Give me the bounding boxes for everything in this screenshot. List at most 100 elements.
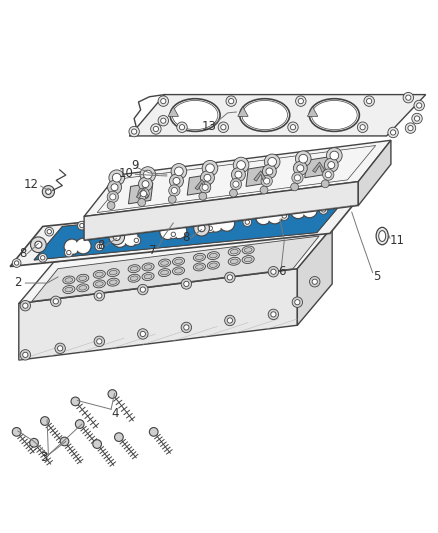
Circle shape [296, 96, 306, 107]
Circle shape [233, 157, 249, 173]
Circle shape [138, 177, 152, 191]
Ellipse shape [77, 274, 89, 282]
Ellipse shape [173, 257, 184, 265]
Circle shape [321, 180, 329, 188]
Circle shape [268, 266, 279, 277]
Polygon shape [10, 193, 363, 266]
Text: 8: 8 [97, 239, 105, 252]
Circle shape [268, 309, 279, 320]
Circle shape [243, 218, 252, 227]
Polygon shape [195, 180, 207, 190]
Ellipse shape [193, 263, 205, 271]
Circle shape [262, 165, 276, 179]
Text: 2: 2 [14, 276, 22, 289]
Circle shape [218, 122, 229, 133]
Circle shape [391, 130, 396, 135]
Circle shape [328, 161, 335, 168]
Circle shape [228, 199, 232, 204]
Circle shape [406, 95, 411, 100]
Circle shape [360, 125, 365, 130]
Circle shape [221, 125, 226, 130]
Circle shape [50, 296, 61, 306]
Circle shape [364, 96, 374, 107]
Circle shape [233, 181, 239, 187]
Circle shape [227, 275, 233, 280]
Circle shape [325, 172, 331, 177]
Circle shape [225, 272, 235, 282]
Polygon shape [136, 188, 148, 199]
Circle shape [168, 196, 176, 203]
Ellipse shape [161, 261, 169, 265]
Circle shape [201, 171, 214, 185]
Circle shape [237, 160, 245, 169]
Circle shape [158, 96, 169, 107]
Circle shape [302, 202, 318, 218]
Circle shape [294, 175, 300, 181]
Circle shape [321, 208, 325, 212]
Circle shape [230, 179, 242, 190]
Circle shape [144, 170, 152, 179]
Circle shape [328, 192, 336, 200]
Polygon shape [254, 171, 266, 181]
Ellipse shape [230, 259, 238, 263]
Ellipse shape [175, 259, 182, 263]
Circle shape [161, 225, 174, 238]
Circle shape [169, 185, 180, 196]
Circle shape [93, 440, 102, 448]
Circle shape [78, 221, 86, 230]
Circle shape [298, 99, 304, 104]
Circle shape [35, 241, 42, 248]
Ellipse shape [242, 255, 254, 263]
Circle shape [198, 225, 205, 232]
Ellipse shape [95, 272, 103, 277]
Circle shape [132, 236, 141, 245]
Polygon shape [168, 107, 179, 116]
Circle shape [347, 199, 352, 204]
Circle shape [41, 417, 49, 425]
Text: 12: 12 [24, 178, 39, 191]
Circle shape [220, 217, 233, 230]
Circle shape [299, 155, 307, 163]
Circle shape [170, 174, 184, 188]
Circle shape [219, 215, 235, 231]
Polygon shape [128, 183, 153, 204]
Circle shape [302, 197, 306, 201]
Polygon shape [358, 140, 391, 206]
Polygon shape [307, 107, 318, 116]
Circle shape [412, 114, 422, 124]
Ellipse shape [230, 249, 238, 254]
Circle shape [171, 164, 187, 179]
Circle shape [231, 168, 245, 182]
Ellipse shape [195, 265, 203, 269]
Circle shape [140, 167, 155, 182]
Circle shape [261, 175, 272, 187]
Ellipse shape [79, 276, 87, 280]
Circle shape [268, 209, 281, 223]
Circle shape [295, 151, 311, 166]
Circle shape [94, 290, 105, 301]
Circle shape [65, 240, 78, 254]
Circle shape [57, 346, 63, 351]
Polygon shape [297, 228, 332, 325]
Ellipse shape [93, 280, 106, 288]
Circle shape [12, 427, 21, 436]
Circle shape [184, 325, 189, 330]
Polygon shape [34, 199, 345, 260]
Ellipse shape [170, 99, 220, 131]
Circle shape [297, 165, 304, 172]
Circle shape [367, 99, 372, 104]
Circle shape [292, 204, 305, 217]
Circle shape [161, 118, 166, 123]
Circle shape [117, 217, 121, 222]
Polygon shape [19, 228, 332, 303]
Circle shape [324, 158, 338, 172]
Circle shape [95, 242, 104, 251]
Circle shape [312, 279, 318, 284]
Ellipse shape [130, 276, 138, 280]
Ellipse shape [228, 257, 240, 265]
Ellipse shape [161, 270, 169, 275]
Ellipse shape [130, 266, 138, 271]
Circle shape [257, 211, 270, 223]
Circle shape [64, 248, 73, 257]
Circle shape [108, 180, 121, 194]
